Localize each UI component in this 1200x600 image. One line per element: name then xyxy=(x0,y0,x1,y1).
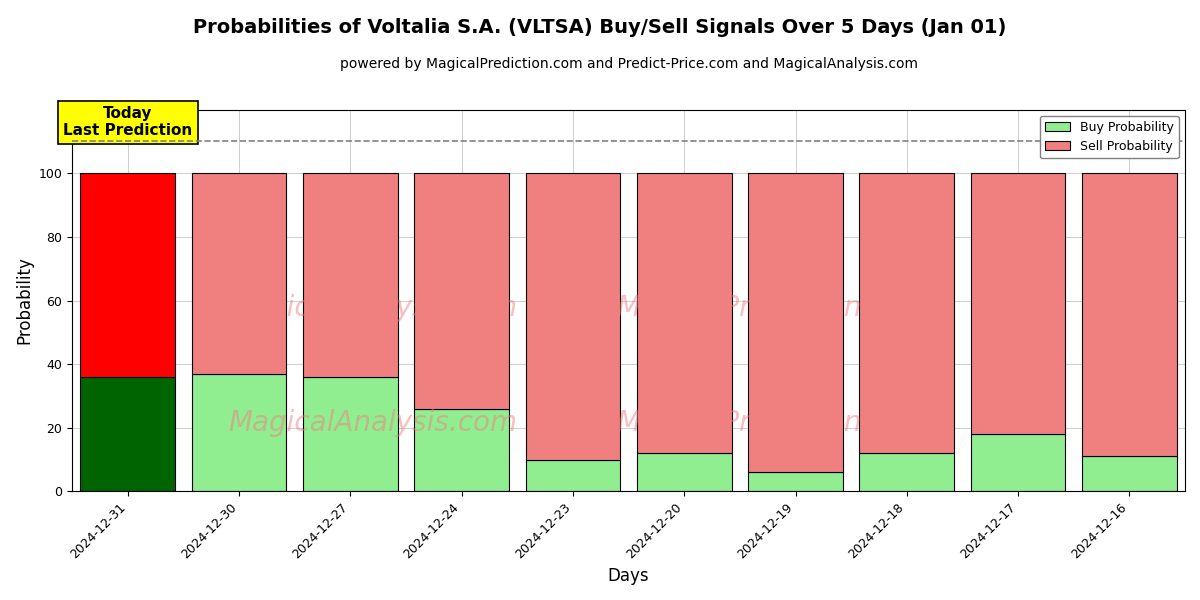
Bar xyxy=(637,453,732,491)
Bar xyxy=(80,173,175,377)
X-axis label: Days: Days xyxy=(607,567,649,585)
Y-axis label: Probability: Probability xyxy=(16,257,34,344)
Text: Probabilities of Voltalia S.A. (VLTSA) Buy/Sell Signals Over 5 Days (Jan 01): Probabilities of Voltalia S.A. (VLTSA) B… xyxy=(193,18,1007,37)
Bar xyxy=(526,173,620,460)
Legend: Buy Probability, Sell Probability: Buy Probability, Sell Probability xyxy=(1040,116,1178,158)
Text: MagicalPrediction.com: MagicalPrediction.com xyxy=(617,409,930,437)
Bar xyxy=(749,173,842,472)
Bar xyxy=(80,377,175,491)
Text: MagicalPrediction.com: MagicalPrediction.com xyxy=(617,294,930,322)
Text: MagicalAnalysis.com: MagicalAnalysis.com xyxy=(228,409,517,437)
Bar xyxy=(304,173,397,377)
Bar xyxy=(414,409,509,491)
Title: powered by MagicalPrediction.com and Predict-Price.com and MagicalAnalysis.com: powered by MagicalPrediction.com and Pre… xyxy=(340,57,918,71)
Text: Today
Last Prediction: Today Last Prediction xyxy=(64,106,192,138)
Bar xyxy=(192,173,287,374)
Bar xyxy=(749,472,842,491)
Bar xyxy=(637,173,732,453)
Text: MagicalAnalysis.com: MagicalAnalysis.com xyxy=(228,294,517,322)
Bar xyxy=(1082,173,1177,457)
Bar xyxy=(971,434,1066,491)
Bar xyxy=(1082,457,1177,491)
Bar xyxy=(414,173,509,409)
Bar xyxy=(526,460,620,491)
Bar xyxy=(859,173,954,453)
Bar xyxy=(859,453,954,491)
Bar xyxy=(971,173,1066,434)
Bar xyxy=(304,377,397,491)
Bar xyxy=(192,374,287,491)
